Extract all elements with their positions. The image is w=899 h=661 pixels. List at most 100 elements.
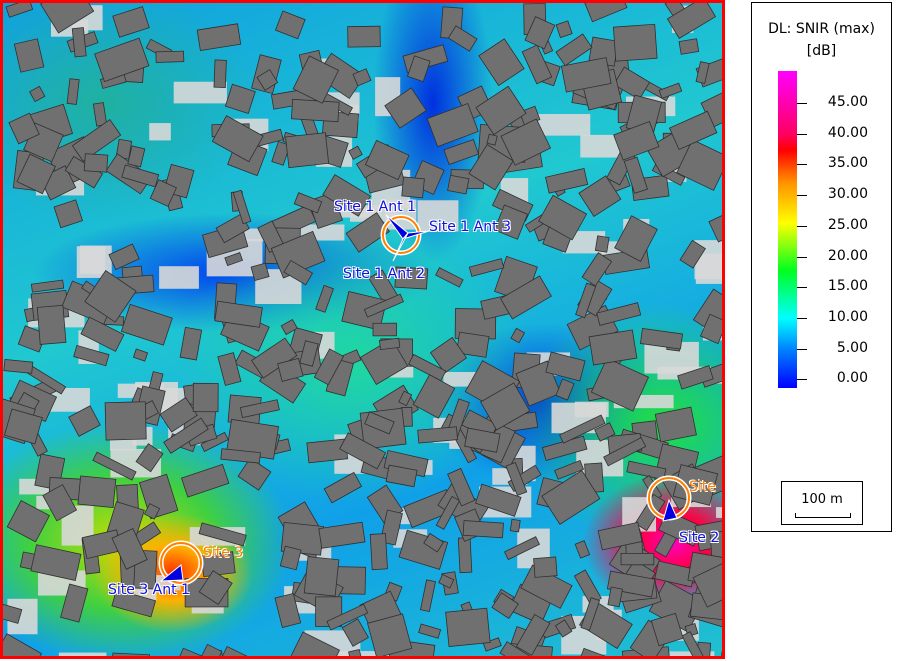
building — [341, 618, 369, 647]
colorbar-tick-label: 0.00 — [836, 370, 868, 387]
building — [279, 545, 302, 571]
building — [468, 258, 505, 277]
building — [29, 85, 46, 103]
colorbar-tick — [797, 133, 807, 135]
building — [30, 544, 82, 581]
building — [121, 164, 160, 188]
colorbar-tick — [797, 164, 807, 166]
building — [574, 540, 591, 559]
building — [708, 215, 722, 243]
building — [111, 652, 150, 656]
building — [363, 293, 404, 318]
colorbar-tick — [797, 225, 807, 227]
coverage-map[interactable]: Site 1 Ant 1 Site 1 Ant 3 Site 1 Ant 2 S… — [0, 0, 725, 659]
building — [574, 647, 615, 656]
building — [666, 3, 717, 40]
building — [612, 23, 658, 62]
building — [6, 500, 50, 543]
building — [499, 641, 543, 656]
building — [456, 331, 490, 358]
building — [521, 44, 553, 85]
building — [220, 448, 261, 464]
uncovered-area — [417, 200, 459, 232]
building — [84, 270, 137, 323]
colorbar-tick-label: 30.00 — [827, 186, 868, 203]
building — [620, 552, 655, 566]
building — [394, 266, 429, 290]
building — [533, 556, 558, 578]
building — [111, 528, 148, 570]
building — [80, 316, 125, 352]
site-1-icon[interactable] — [380, 214, 430, 262]
colorbar-tick-label: 5.00 — [836, 339, 868, 356]
legend-title-text: DL: SNIR (max) — [768, 21, 875, 37]
building — [417, 426, 458, 444]
building — [578, 175, 622, 218]
building — [77, 475, 117, 509]
building — [104, 401, 147, 441]
building — [435, 495, 461, 530]
building — [155, 50, 185, 63]
building — [30, 279, 65, 293]
building — [524, 16, 556, 50]
building — [597, 521, 643, 551]
site-1-ant-1-label: Site 1 Ant 1 — [334, 199, 416, 215]
building — [639, 328, 684, 350]
colorbar-tick-label: 45.00 — [827, 94, 868, 110]
building — [364, 411, 395, 435]
colorbar-tick-label: 15.00 — [827, 278, 868, 295]
building — [280, 318, 298, 336]
building — [607, 586, 623, 608]
building — [408, 353, 447, 382]
building — [658, 82, 683, 99]
building — [299, 340, 319, 367]
building — [419, 579, 436, 613]
building — [626, 460, 667, 481]
colorbar-tick — [797, 348, 807, 350]
building — [594, 235, 610, 253]
site-2-name-label: Site — [689, 479, 716, 495]
building — [42, 484, 78, 522]
building — [135, 443, 164, 473]
building — [541, 469, 601, 525]
site-3-icon[interactable] — [158, 540, 204, 586]
colorbar-tick-label: 25.00 — [827, 216, 868, 233]
building — [423, 532, 445, 553]
building — [318, 521, 366, 549]
building — [4, 408, 43, 445]
building — [482, 637, 502, 652]
colorbar-tick-label: 10.00 — [827, 308, 868, 325]
uncovered-area — [76, 246, 106, 278]
building — [695, 61, 710, 84]
building — [198, 522, 247, 547]
building — [3, 603, 23, 624]
building — [60, 583, 89, 623]
building — [554, 619, 573, 638]
site-3-ant-1-label: Site 3 Ant 1 — [108, 582, 190, 598]
building — [668, 110, 718, 151]
building — [588, 329, 638, 366]
building — [68, 405, 101, 437]
building — [679, 239, 706, 269]
building — [613, 120, 660, 161]
building — [677, 365, 714, 390]
building — [348, 649, 365, 656]
building — [692, 558, 722, 608]
site-2-label: Site 2 — [679, 530, 720, 546]
site-2-icon[interactable] — [646, 475, 692, 522]
building — [237, 457, 272, 491]
building — [486, 133, 498, 146]
colorbar-tick — [797, 379, 807, 381]
building — [71, 119, 122, 162]
building — [555, 33, 593, 67]
building — [94, 37, 150, 83]
building — [292, 55, 340, 104]
building — [429, 336, 468, 374]
uncovered-area — [339, 651, 390, 656]
building — [53, 199, 83, 229]
building — [401, 176, 425, 199]
building — [678, 38, 700, 55]
building — [438, 573, 455, 589]
building — [159, 396, 198, 433]
building — [112, 6, 150, 38]
